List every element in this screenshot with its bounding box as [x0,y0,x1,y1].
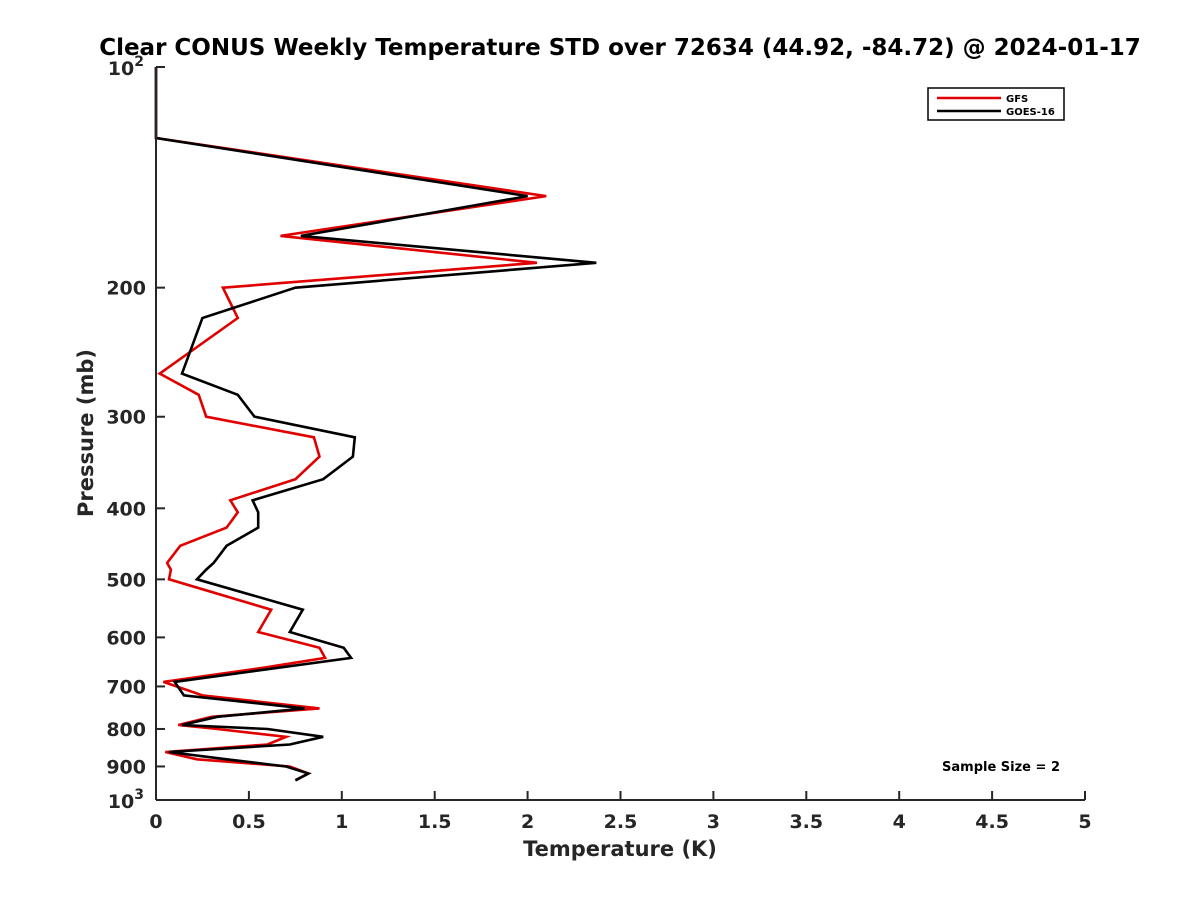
x-tick-label: 2 [521,811,534,833]
x-tick-label: 3 [707,811,720,833]
x-tick-label: 1 [335,811,348,833]
x-tick-label: 0 [149,811,162,833]
plot-background [156,67,1085,800]
y-tick-label: 400 [106,498,146,520]
y-tick-label-top: 102 [108,54,144,80]
sample-size-annotation: Sample Size = 2 [942,760,1060,775]
series-line-goes-16 [154,67,597,782]
y-tick-label: 800 [106,719,146,741]
y-tick-label: 200 [106,278,146,300]
x-tick-label: 1.5 [418,811,452,833]
y-axis-title: Pressure (mb) [74,349,98,517]
x-tick-label: 4.5 [975,811,1009,833]
series-line-gfs [154,67,547,782]
y-tick-label-bottom: 103 [108,787,144,813]
y-tick-label: 600 [106,627,146,649]
x-tick-label: 2.5 [604,811,638,833]
x-axis-ticks: 0 0.5 1 1.5 2 2.5 3 3.5 4 4.5 5 [149,791,1092,833]
plot-area: 0 0.5 1 1.5 2 2.5 3 3.5 4 4.5 5 200 300 400 500 600 700… [106,54,1091,833]
y-tick-label: 300 [106,407,146,429]
y-tick-label: 900 [106,756,146,778]
legend-box [927,87,1065,121]
y-axis-ticks: 200 300 400 500 600 700 800 900 102 103 [106,54,165,813]
legend-label: GFS [1006,94,1028,105]
x-axis-title: Temperature (K) [523,837,717,861]
x-tick-label: 0.5 [232,811,266,833]
legend: GFS GOES-16 [927,87,1065,121]
y-tick-label: 700 [106,676,146,698]
y-tick-label: 500 [106,569,146,591]
series-lines [154,67,597,782]
legend-entries: GFS GOES-16 [937,94,1055,118]
x-tick-label: 3.5 [789,811,823,833]
chart-title: Clear CONUS Weekly Temperature STD over … [99,35,1141,61]
legend-label: GOES-16 [1006,107,1055,118]
x-tick-label: 5 [1078,811,1091,833]
x-tick-label: 4 [893,811,906,833]
